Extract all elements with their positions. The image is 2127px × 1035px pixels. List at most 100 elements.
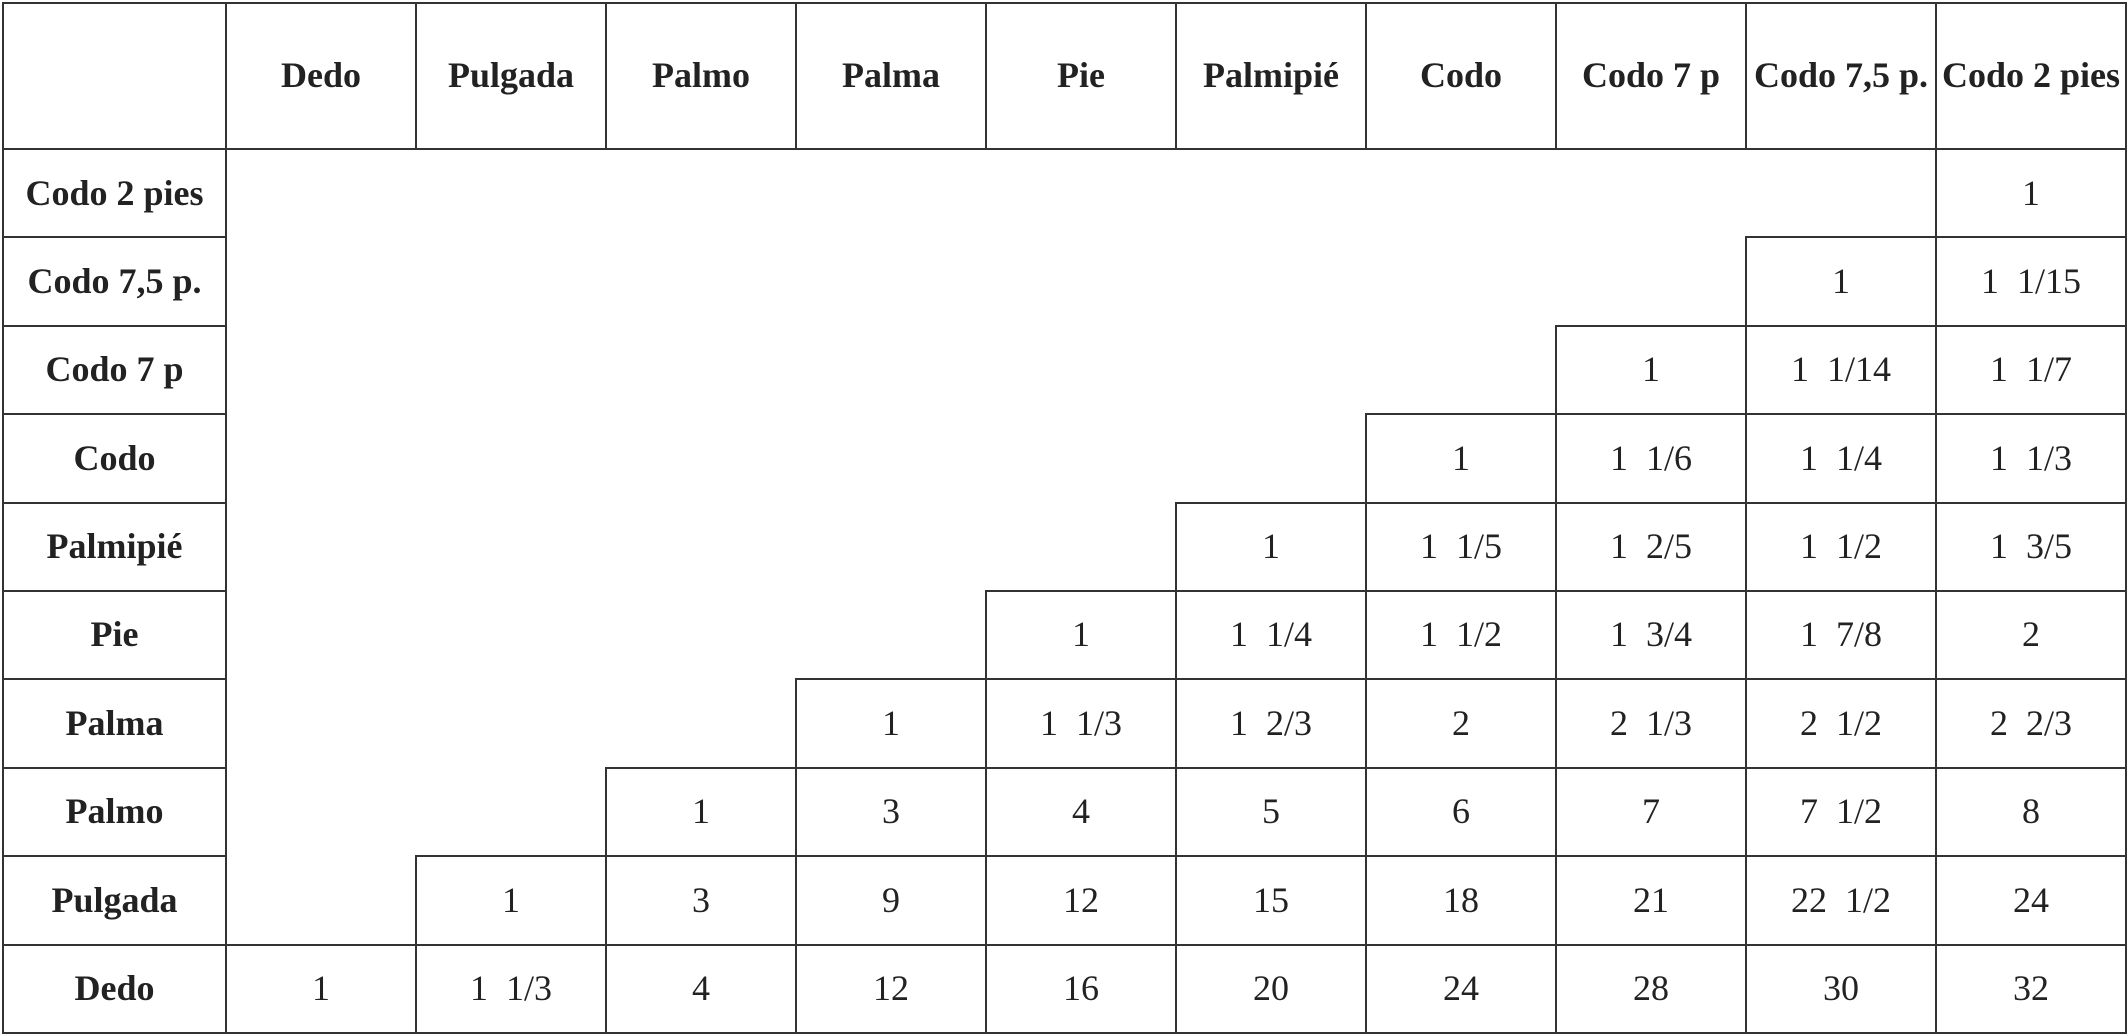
table-cell: 3 bbox=[605, 855, 797, 946]
table-cell: 4 bbox=[985, 766, 1177, 858]
table-cell: 1 bbox=[415, 855, 607, 946]
table-cell: 1 2/5 bbox=[1555, 501, 1747, 592]
empty-cell bbox=[986, 237, 1176, 325]
table-cell: 8 bbox=[1935, 766, 2127, 858]
empty-cell bbox=[226, 768, 416, 856]
table-cell: 1 1/2 bbox=[1365, 589, 1557, 681]
empty-cell bbox=[226, 591, 416, 679]
table-cell: 21 bbox=[1555, 855, 1747, 946]
empty-cell bbox=[1366, 147, 1556, 238]
table-cell: 1 3/5 bbox=[1935, 501, 2127, 592]
table-row: Pie 1 1 1/4 1 1/2 1 3/4 1 7/8 2 bbox=[2, 589, 2127, 681]
row-header: Pie bbox=[2, 589, 227, 681]
row-header: Dedo bbox=[2, 943, 227, 1034]
table-cell: 1 bbox=[1365, 413, 1557, 504]
empty-cell bbox=[1176, 147, 1366, 238]
empty-cell bbox=[416, 591, 606, 679]
empty-cell bbox=[796, 503, 986, 591]
row-header: Pulgada bbox=[2, 855, 227, 946]
row-header: Palma bbox=[2, 678, 227, 769]
table-cell: 15 bbox=[1175, 855, 1367, 946]
empty-cell bbox=[226, 856, 417, 946]
empty-cell bbox=[1556, 237, 1747, 327]
table-cell: 1 1/14 bbox=[1745, 324, 1937, 416]
corner-cell bbox=[2, 2, 227, 150]
empty-cell bbox=[986, 326, 1176, 414]
row-header: Codo 7 p bbox=[2, 324, 227, 416]
empty-cell bbox=[796, 237, 986, 325]
table-cell: 12 bbox=[795, 943, 987, 1034]
empty-cell bbox=[1176, 326, 1366, 414]
header-row: Dedo Pulgada Palmo Palma Pie Palmipié Codo Codo… bbox=[2, 2, 2127, 150]
table-cell: 1 bbox=[225, 943, 417, 1034]
column-header: Codo 2 pies bbox=[1935, 2, 2127, 150]
empty-cell bbox=[1366, 237, 1556, 325]
table-cell: 6 bbox=[1365, 766, 1557, 858]
table-cell: 7 bbox=[1555, 766, 1747, 858]
table-cell: 2 bbox=[1365, 678, 1557, 769]
table-cell: 1 bbox=[795, 678, 987, 769]
row-header: Codo 7,5 p. bbox=[2, 236, 227, 327]
table-cell: 1 bbox=[605, 766, 797, 858]
empty-cell bbox=[606, 326, 796, 414]
table-row: Codo 2 pies 1 bbox=[2, 147, 2127, 239]
empty-cell bbox=[796, 326, 986, 414]
table-cell: 24 bbox=[1365, 943, 1557, 1034]
table-cell: 2 bbox=[1935, 589, 2127, 681]
column-header: Codo 7,5 p. bbox=[1745, 2, 1937, 150]
empty-cell bbox=[416, 147, 606, 238]
empty-cell bbox=[606, 414, 796, 502]
empty-cell bbox=[226, 503, 416, 591]
table-cell: 16 bbox=[985, 943, 1177, 1034]
table-cell: 1 bbox=[1745, 236, 1937, 327]
column-header: Palmipié bbox=[1175, 2, 1367, 150]
table-cell: 1 3/4 bbox=[1555, 589, 1747, 681]
table-cell: 4 bbox=[605, 943, 797, 1034]
row-header: Codo bbox=[2, 413, 227, 504]
table-cell: 1 bbox=[1175, 501, 1367, 592]
table-cell: 1 2/3 bbox=[1175, 678, 1367, 769]
empty-cell bbox=[986, 502, 1177, 592]
table-cell: 3 bbox=[795, 766, 987, 858]
empty-cell bbox=[606, 503, 796, 591]
empty-cell bbox=[416, 503, 606, 591]
empty-cell bbox=[606, 679, 797, 769]
empty-cell bbox=[1556, 147, 1746, 238]
empty-cell bbox=[416, 767, 607, 858]
table-cell: 32 bbox=[1935, 943, 2127, 1034]
empty-cell bbox=[416, 679, 606, 767]
column-header: Dedo bbox=[225, 2, 417, 150]
table-row: Pulgada 1 3 9 12 15 18 21 22 1/2 24 bbox=[2, 855, 2127, 946]
table-row: Codo 1 1 1/6 1 1/4 1 1/3 bbox=[2, 413, 2127, 504]
table-cell: 1 1/2 bbox=[1745, 501, 1937, 592]
table-cell: 1 7/8 bbox=[1745, 589, 1937, 681]
empty-cell bbox=[226, 237, 416, 325]
table-cell: 2 1/3 bbox=[1555, 678, 1747, 769]
table-row: Dedo 1 1 1/3 4 12 16 20 24 28 30 32 bbox=[2, 943, 2127, 1034]
table-cell: 1 1/4 bbox=[1175, 589, 1367, 681]
empty-cell bbox=[226, 414, 416, 502]
empty-cell bbox=[416, 414, 606, 502]
empty-cell bbox=[986, 147, 1176, 238]
row-header: Palmo bbox=[2, 766, 227, 858]
table-row: Palmo 1 3 4 5 6 7 7 1/2 8 bbox=[2, 766, 2127, 858]
table-cell: 18 bbox=[1365, 855, 1557, 946]
empty-cell bbox=[796, 414, 986, 502]
empty-cell bbox=[606, 147, 796, 238]
empty-cell bbox=[226, 147, 416, 238]
empty-cell bbox=[416, 326, 606, 414]
column-header: Codo 7 p bbox=[1555, 2, 1747, 150]
empty-cell bbox=[796, 147, 986, 238]
table-cell: 12 bbox=[985, 855, 1177, 946]
table-row: Palmipié 1 1 1/5 1 2/5 1 1/2 1 3/5 bbox=[2, 501, 2127, 592]
table-cell: 5 bbox=[1175, 766, 1367, 858]
table-cell: 1 bbox=[1935, 147, 2127, 239]
table-cell: 1 1/5 bbox=[1365, 501, 1557, 592]
table-cell: 2 1/2 bbox=[1745, 678, 1937, 769]
empty-cell bbox=[606, 237, 796, 325]
table-cell: 30 bbox=[1745, 943, 1937, 1034]
empty-cell bbox=[796, 590, 987, 681]
empty-cell bbox=[1176, 237, 1366, 325]
